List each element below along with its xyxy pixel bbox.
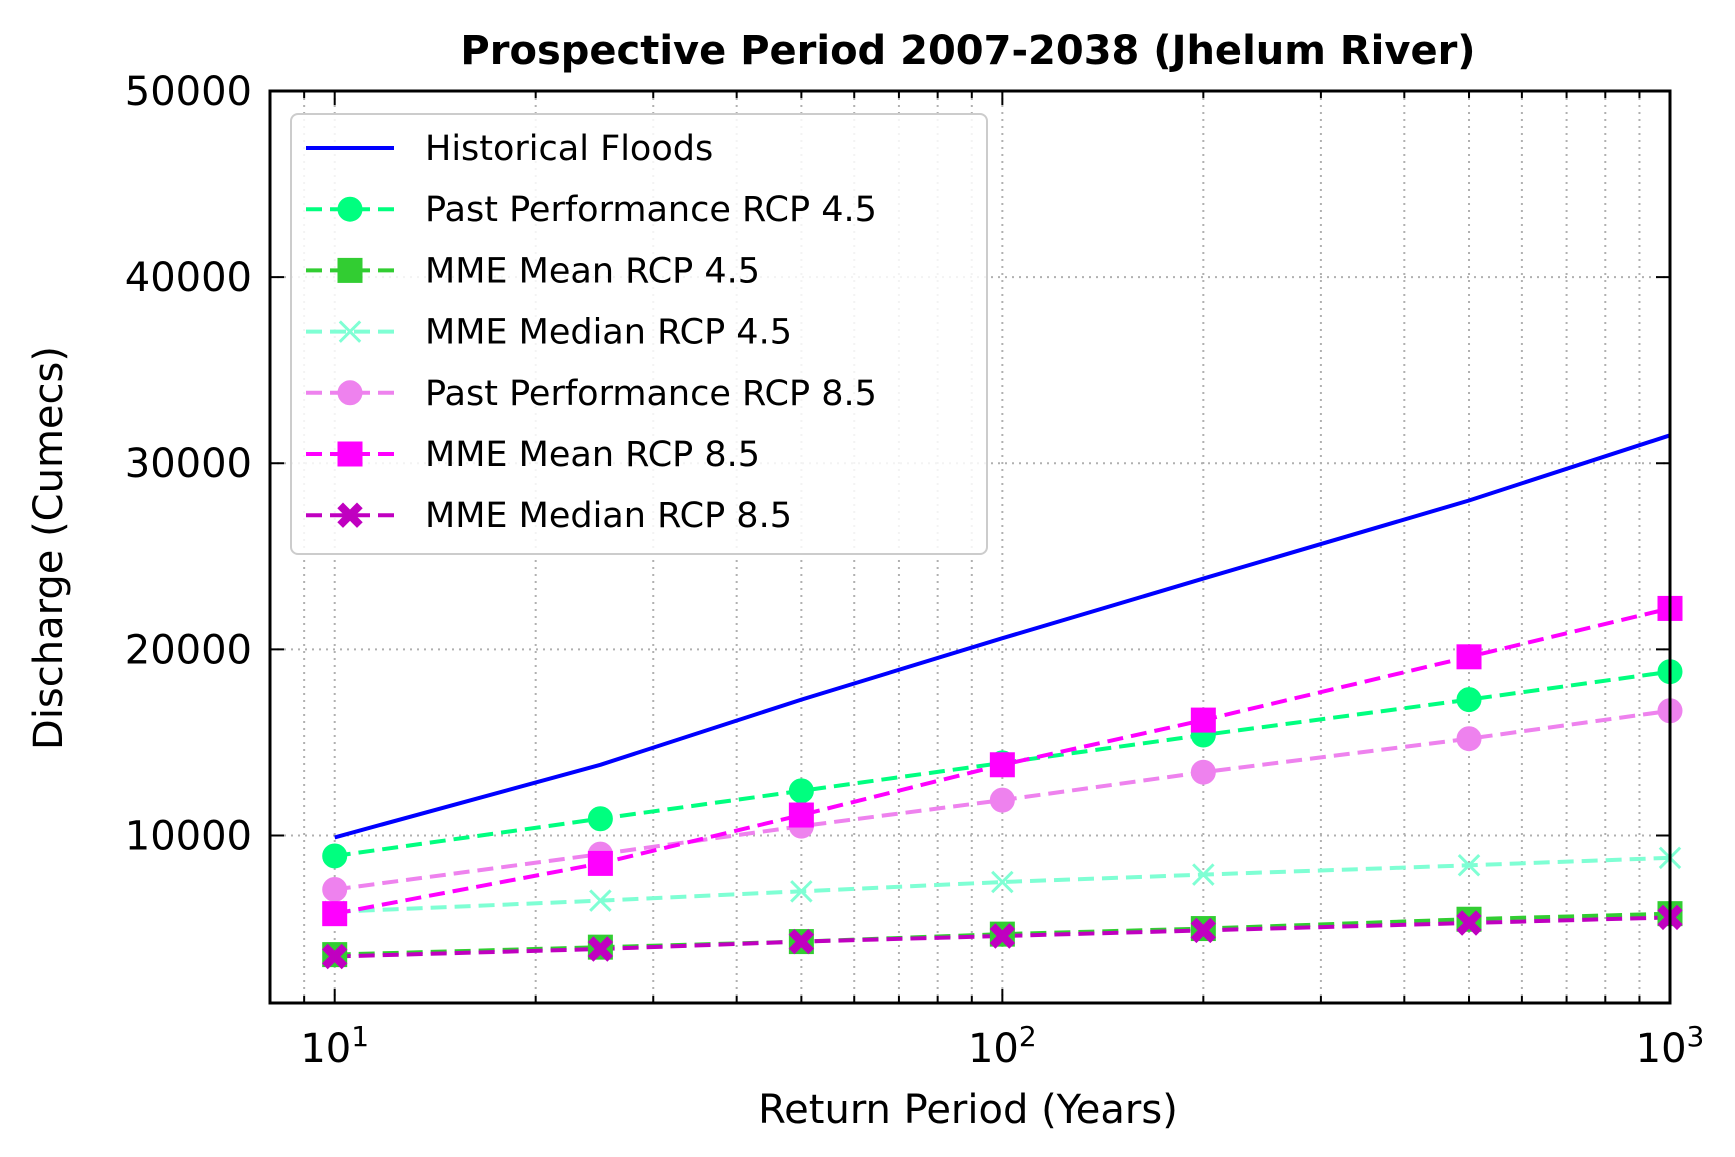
series-layer xyxy=(321,433,1683,970)
plot-frame xyxy=(268,89,1672,1005)
legend-entry-5: MME Mean RCP 8.5 xyxy=(306,435,760,475)
x-marker-stroke xyxy=(589,889,612,912)
x-marker-stroke xyxy=(338,320,362,343)
x-tick-label-exponent: 1 xyxy=(351,1020,369,1053)
x-tick-label-base: 10 xyxy=(1636,1026,1687,1072)
chart-title: Prospective Period 2007-2038 (Jhelum Riv… xyxy=(460,28,1475,74)
legend-marker xyxy=(337,257,363,283)
data-point xyxy=(1457,854,1481,877)
axes-frame xyxy=(268,89,1672,1005)
data-point xyxy=(589,889,612,912)
data-point xyxy=(788,802,814,828)
data-point xyxy=(1456,644,1482,670)
legend-label: Past Performance RCP 4.5 xyxy=(425,190,877,230)
legend-label: MME Mean RCP 8.5 xyxy=(425,435,760,475)
y-tick-label: 50000 xyxy=(125,69,252,115)
legend: Historical Floods Past Performance RCP 4.… xyxy=(290,113,988,555)
legend-label: Historical Floods xyxy=(425,129,713,169)
data-point xyxy=(790,880,813,903)
data-point xyxy=(1456,687,1482,713)
series-line-0 xyxy=(334,433,1671,840)
data-point xyxy=(1456,910,1482,936)
data-point xyxy=(788,778,814,804)
legend-entry-4: Past Performance RCP 8.5 xyxy=(306,374,877,414)
x-marker-stroke xyxy=(790,880,813,903)
legend-entry-3: MME Median RCP 4.5 xyxy=(306,313,792,353)
data-point xyxy=(587,936,614,962)
x-tick-label-base: 10 xyxy=(968,1026,1019,1072)
data-point xyxy=(322,843,348,869)
legend-entry-2: MME Mean RCP 4.5 xyxy=(306,251,760,291)
x-marker-stroke xyxy=(991,870,1014,894)
legend-marker xyxy=(337,380,363,406)
x-tick-label: 103 xyxy=(1636,1020,1705,1072)
y-tick-label: 40000 xyxy=(125,255,252,301)
data-point xyxy=(1190,917,1217,944)
data-point xyxy=(1456,726,1482,752)
data-point xyxy=(1190,707,1216,733)
y-tick-label: 10000 xyxy=(125,813,252,859)
data-point xyxy=(322,901,348,927)
legend-marker xyxy=(337,441,363,467)
data-point xyxy=(322,876,348,902)
data-point xyxy=(989,923,1016,949)
x-axis-label: Return Period (Years) xyxy=(758,1087,1178,1133)
x-tick-label-exponent: 2 xyxy=(1019,1020,1037,1053)
y-tick-label: 30000 xyxy=(125,441,252,487)
legend-label: MME Median RCP 4.5 xyxy=(425,313,792,353)
data-point xyxy=(991,870,1014,894)
data-point xyxy=(788,928,815,955)
legend-entry-6: MME Median RCP 8.5 xyxy=(306,496,792,536)
x-tick-label: 101 xyxy=(300,1020,369,1072)
data-point xyxy=(321,943,348,970)
legend-label: Past Performance RCP 8.5 xyxy=(425,374,877,414)
x-tick-label-exponent: 3 xyxy=(1687,1020,1705,1053)
x-marker-stroke xyxy=(1192,863,1215,886)
data-point xyxy=(1192,863,1215,886)
data-point xyxy=(1190,759,1216,785)
legend-entry-1: Past Performance RCP 4.5 xyxy=(306,190,877,230)
y-tick-label: 20000 xyxy=(125,627,252,673)
y-axis-label: Discharge (Cumecs) xyxy=(26,346,72,750)
data-point xyxy=(989,787,1015,813)
legend-marker xyxy=(338,320,362,343)
x-tick-label-base: 10 xyxy=(300,1026,351,1072)
data-point xyxy=(989,752,1015,778)
data-point xyxy=(587,806,613,832)
legend-label: MME Mean RCP 4.5 xyxy=(425,251,760,291)
x-tick-label: 102 xyxy=(968,1020,1037,1072)
legend-label: MME Median RCP 8.5 xyxy=(425,496,792,536)
legend-entry-0: Historical Floods xyxy=(306,129,713,169)
data-point xyxy=(587,850,613,876)
legend-marker xyxy=(337,196,363,222)
legend-marker xyxy=(337,502,363,528)
x-marker-stroke xyxy=(1457,854,1481,877)
legend-box xyxy=(290,113,988,555)
